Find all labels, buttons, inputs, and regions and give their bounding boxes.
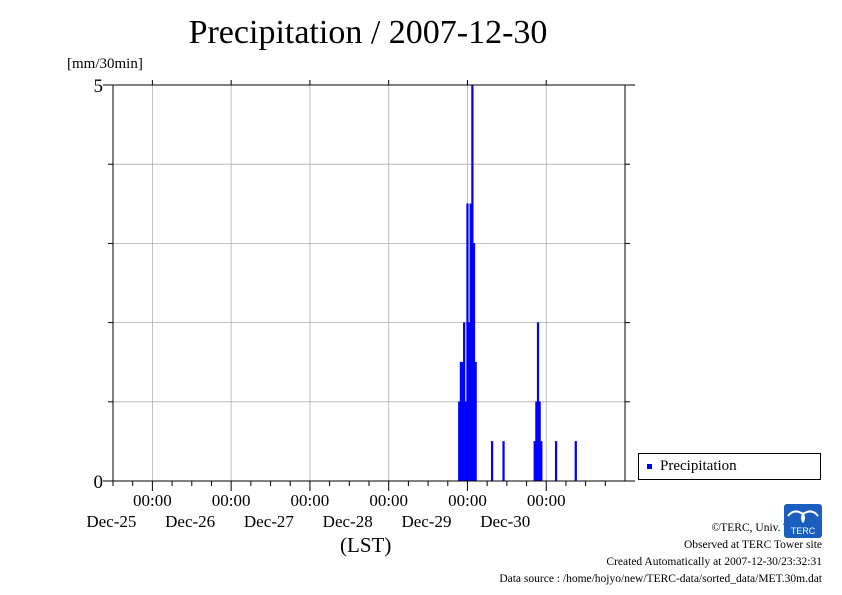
axis-ticks <box>103 80 635 491</box>
y-tick-labels: 05 <box>94 76 104 493</box>
footer-data-source: Data source : /home/hojyo/new/TERC-data/… <box>499 573 822 585</box>
x-tick-labels: 00:00 Dec-25 00:00 Dec-26 00:00 Dec-27 00:00 De… <box>86 491 565 531</box>
x-tick-label-time: 00:00 <box>369 491 408 510</box>
x-tick-label-date: Dec-29 <box>401 512 451 531</box>
y-tick-label: 5 <box>94 76 104 97</box>
y-tick-label: 0 <box>94 472 104 493</box>
plot-frame <box>112 84 626 482</box>
x-tick-label-time: 00:00 <box>212 491 251 510</box>
x-tick-label-time: 00:00 <box>448 491 487 510</box>
legend-label-precipitation: Precipitation <box>660 458 737 474</box>
footer-created: Created Automatically at 2007-12-30/23:3… <box>606 556 822 568</box>
precipitation-bar <box>502 441 505 482</box>
precipitation-bar <box>540 441 543 482</box>
footer-observed: Observed at TERC Tower site <box>683 539 822 551</box>
precipitation-bars <box>113 84 625 482</box>
terc-logo-icon: TERC <box>784 504 822 538</box>
svg-text:TERC: TERC <box>791 526 816 536</box>
x-tick-label-date: Dec-30 <box>480 512 530 531</box>
precipitation-bar <box>554 441 558 482</box>
precipitation-bar <box>574 441 577 482</box>
y-axis-unit: [mm/30min] <box>67 56 143 72</box>
precipitation-bar <box>490 441 494 482</box>
legend-swatch-precipitation <box>647 464 652 469</box>
x-axis-title: (LST) <box>340 533 392 557</box>
grid-lines <box>113 85 625 481</box>
chart-title: Precipitation / 2007-12-30 <box>188 14 548 51</box>
x-tick-label-date: Dec-26 <box>165 512 215 531</box>
legend: Precipitation <box>638 453 821 480</box>
x-tick-label-date: Dec-27 <box>244 512 295 531</box>
precipitation-bar <box>474 361 477 482</box>
x-tick-label-date: Dec-25 <box>86 512 136 531</box>
x-tick-label-time: 00:00 <box>133 491 172 510</box>
x-tick-label-date: Dec-28 <box>323 512 373 531</box>
x-tick-label-time: 00:00 <box>291 491 330 510</box>
x-tick-label-time: 00:00 <box>527 491 566 510</box>
